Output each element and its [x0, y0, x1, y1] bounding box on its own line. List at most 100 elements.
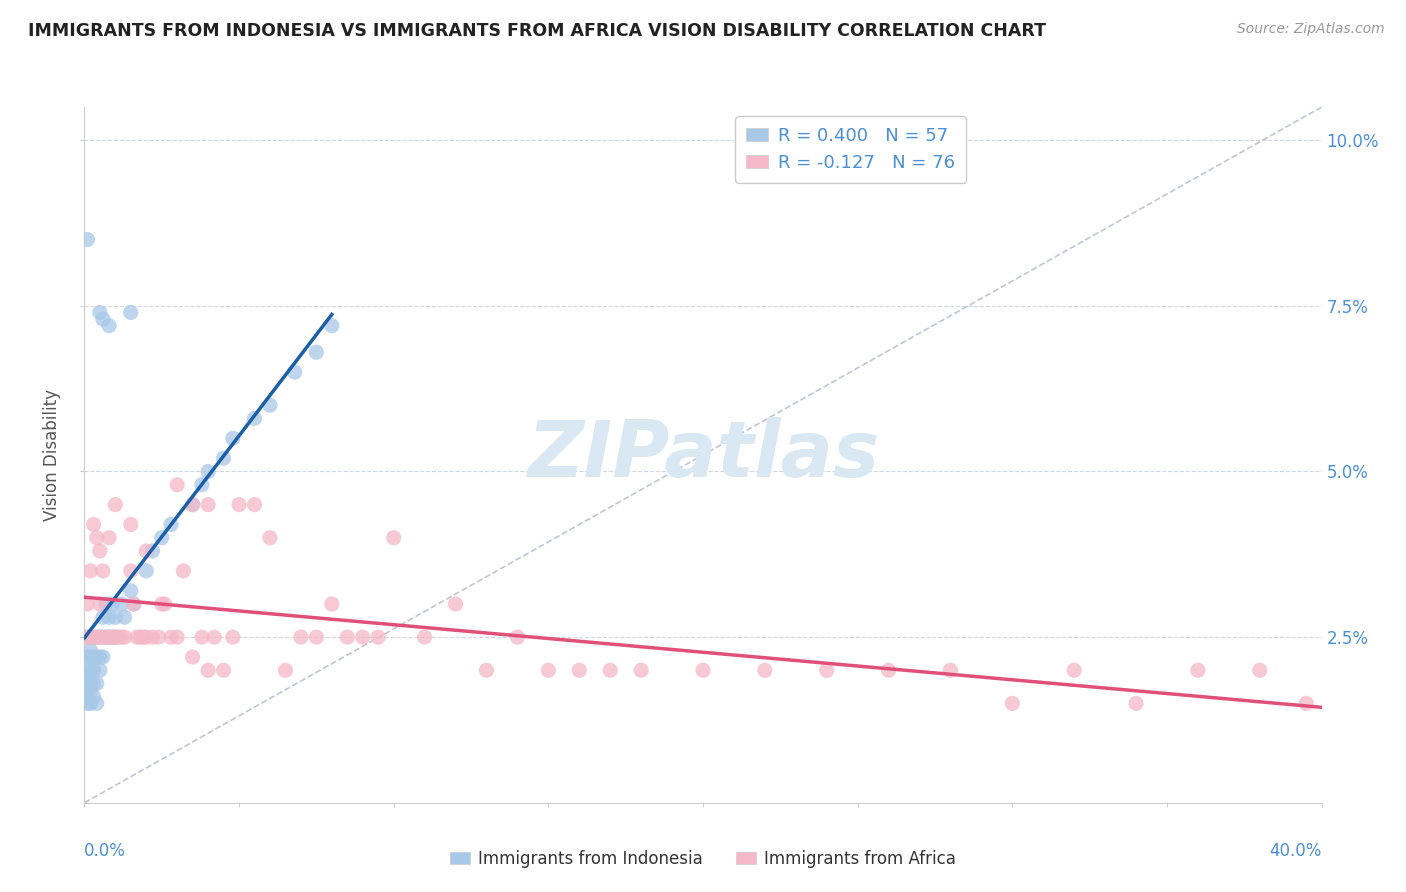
Point	[91, 312, 114, 326]
Point	[305, 345, 328, 359]
Point	[79, 564, 101, 578]
Point	[382, 531, 405, 545]
Point	[79, 630, 101, 644]
Text: 40.0%: 40.0%	[1270, 842, 1322, 860]
Point	[89, 630, 111, 644]
Point	[89, 663, 111, 677]
Point	[1001, 697, 1024, 711]
Point	[212, 451, 235, 466]
Point	[135, 630, 157, 644]
Point	[79, 643, 101, 657]
Point	[877, 663, 900, 677]
Point	[110, 597, 132, 611]
Point	[197, 663, 219, 677]
Point	[79, 650, 101, 665]
Point	[76, 630, 98, 644]
Point	[83, 676, 105, 690]
Point	[1295, 697, 1317, 711]
Point	[83, 630, 105, 644]
Point	[86, 676, 108, 690]
Point	[83, 690, 105, 704]
Point	[153, 597, 176, 611]
Point	[141, 630, 163, 644]
Point	[939, 663, 962, 677]
Point	[86, 697, 108, 711]
Point	[135, 544, 157, 558]
Point	[228, 498, 250, 512]
Point	[166, 477, 188, 491]
Point	[86, 630, 108, 644]
Point	[94, 630, 117, 644]
Point	[79, 676, 101, 690]
Point	[321, 318, 343, 333]
Point	[110, 630, 132, 644]
Point	[76, 676, 98, 690]
Point	[98, 630, 121, 644]
Point	[243, 411, 266, 425]
Point	[104, 498, 127, 512]
Point	[599, 663, 621, 677]
Point	[160, 517, 183, 532]
Point	[76, 650, 98, 665]
Point	[122, 597, 145, 611]
Point	[191, 477, 214, 491]
Point	[91, 564, 114, 578]
Point	[76, 697, 98, 711]
Point	[475, 663, 498, 677]
Point	[83, 663, 105, 677]
Point	[166, 630, 188, 644]
Point	[89, 305, 111, 319]
Point	[76, 630, 98, 644]
Point	[259, 398, 281, 412]
Point	[89, 597, 111, 611]
Point	[79, 630, 101, 644]
Point	[120, 583, 142, 598]
Point	[104, 630, 127, 644]
Point	[197, 498, 219, 512]
Point	[114, 630, 136, 644]
Point	[98, 630, 121, 644]
Point	[76, 683, 98, 698]
Point	[107, 630, 129, 644]
Point	[815, 663, 838, 677]
Y-axis label: Vision Disability: Vision Disability	[44, 389, 62, 521]
Point	[141, 544, 163, 558]
Point	[129, 630, 152, 644]
Point	[86, 531, 108, 545]
Text: Source: ZipAtlas.com: Source: ZipAtlas.com	[1237, 22, 1385, 37]
Point	[197, 465, 219, 479]
Point	[274, 663, 297, 677]
Point	[79, 697, 101, 711]
Point	[79, 683, 101, 698]
Point	[98, 610, 121, 624]
Point	[284, 365, 307, 379]
Point	[94, 630, 117, 644]
Point	[104, 630, 127, 644]
Point	[79, 663, 101, 677]
Point	[692, 663, 714, 677]
Point	[290, 630, 312, 644]
Point	[91, 610, 114, 624]
Point	[101, 597, 124, 611]
Legend: R = 0.400   N = 57, R = -0.127   N = 76: R = 0.400 N = 57, R = -0.127 N = 76	[735, 116, 966, 183]
Point	[352, 630, 374, 644]
Point	[336, 630, 359, 644]
Point	[630, 663, 652, 677]
Point	[120, 564, 142, 578]
Point	[259, 531, 281, 545]
Point	[1187, 663, 1209, 677]
Point	[202, 630, 225, 644]
Point	[321, 597, 343, 611]
Point	[305, 630, 328, 644]
Point	[76, 670, 98, 684]
Point	[1125, 697, 1147, 711]
Point	[444, 597, 467, 611]
Point	[104, 610, 127, 624]
Point	[83, 630, 105, 644]
Point	[76, 233, 98, 247]
Point	[86, 650, 108, 665]
Legend: Immigrants from Indonesia, Immigrants from Africa: Immigrants from Indonesia, Immigrants fr…	[443, 844, 963, 875]
Point	[148, 630, 170, 644]
Point	[91, 630, 114, 644]
Point	[98, 531, 121, 545]
